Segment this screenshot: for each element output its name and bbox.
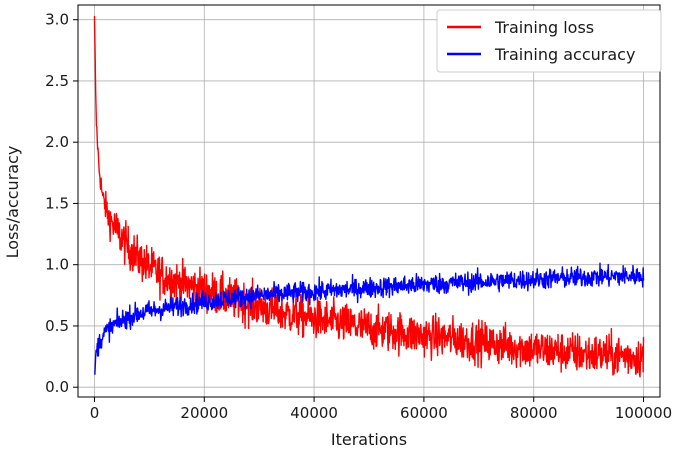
y-tick-label: 3.0	[45, 11, 69, 29]
x-tick-label: 0	[90, 404, 100, 422]
x-tick-label: 100000	[615, 404, 672, 422]
series-line-training-accuracy	[94, 262, 645, 376]
legend: Training loss Training accuracy	[436, 9, 662, 73]
y-tick-label: 2.5	[45, 72, 69, 90]
legend-label-training-loss: Training loss	[494, 18, 594, 37]
grid	[78, 5, 660, 397]
x-tick-label: 20000	[180, 404, 228, 422]
y-tick-label: 0.0	[45, 378, 69, 396]
legend-label-training-accuracy: Training accuracy	[494, 45, 635, 64]
legend-box	[436, 9, 662, 73]
series-line-training-loss	[93, 16, 645, 378]
y-tick-label: 1.0	[45, 256, 69, 274]
y-tick-label: 0.5	[45, 317, 69, 335]
y-tick-label: 1.5	[45, 194, 69, 212]
x-tick-label: 80000	[510, 404, 558, 422]
y-axis-label: Loss/accuracy	[3, 146, 22, 259]
x-tick-label: 40000	[290, 404, 338, 422]
x-tick-label: 60000	[400, 404, 448, 422]
series-layer	[93, 16, 645, 378]
y-tick-label: 2.0	[45, 133, 69, 151]
ticks: 0 20000 40000 60000 80000 100000 0.0 0.5 1.0 1.5 2…	[45, 11, 672, 422]
plot-frame	[77, 4, 661, 398]
x-axis-label: Iterations	[331, 430, 407, 449]
